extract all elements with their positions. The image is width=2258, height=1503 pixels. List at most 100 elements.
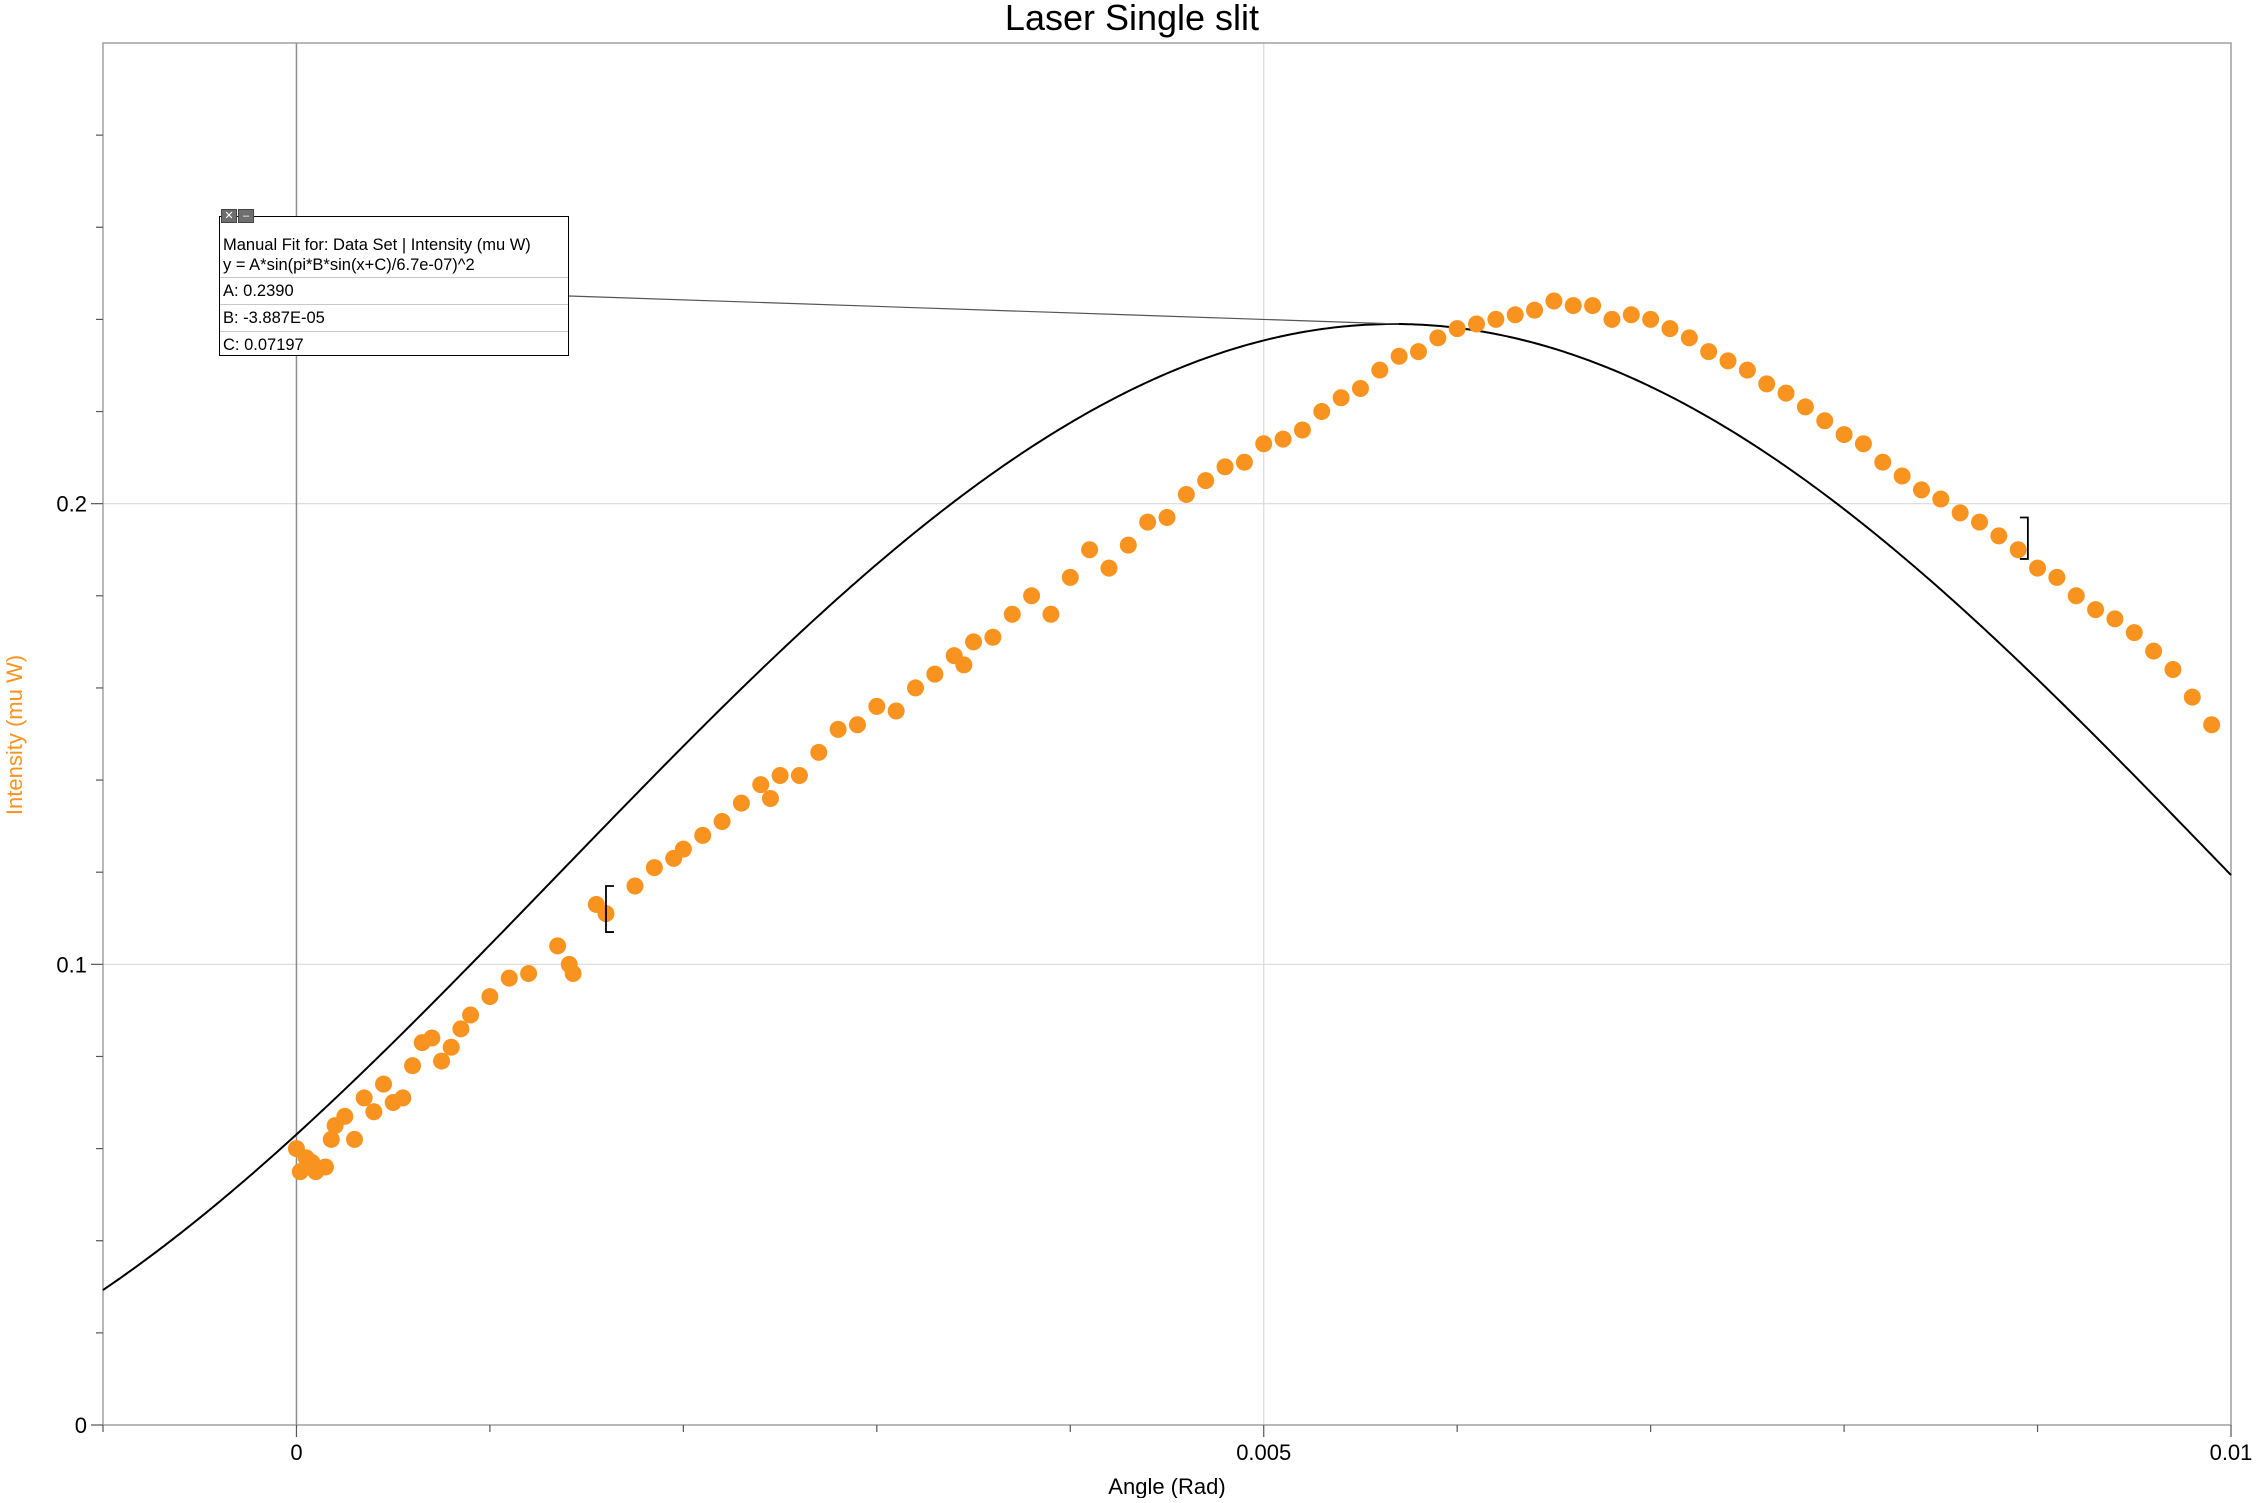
- data-point: [1255, 435, 1273, 453]
- range-bracket-left: [605, 885, 614, 933]
- data-point: [2009, 541, 2027, 559]
- x-tick-label: 0.01: [2210, 1440, 2253, 1465]
- data-point: [1796, 398, 1814, 416]
- fit-header: Manual Fit for: Data Set | Intensity (mu…: [223, 236, 531, 254]
- data-point: [1951, 504, 1969, 522]
- chart-title: Laser Single slit: [1005, 0, 1259, 38]
- data-point: [1603, 310, 1621, 328]
- data-point: [907, 679, 925, 697]
- fit-box-controls: ✕ –: [221, 209, 254, 223]
- y-tick-label: 0.2: [56, 492, 87, 517]
- data-point: [365, 1103, 383, 1121]
- range-bracket-right: [2019, 516, 2029, 560]
- data-point: [1332, 389, 1350, 407]
- data-point: [626, 877, 644, 895]
- fit-param-b: B: -3.887E-05: [223, 309, 325, 327]
- data-point: [2183, 688, 2201, 706]
- data-point: [423, 1029, 441, 1047]
- data-point: [955, 656, 973, 674]
- data-point: [2164, 661, 2182, 679]
- annotation-leader-line: [568, 295, 1400, 325]
- data-point: [848, 716, 866, 734]
- data-point: [481, 988, 499, 1006]
- data-point: [732, 794, 750, 812]
- data-point: [1448, 320, 1466, 338]
- data-point: [1758, 375, 1776, 393]
- x-axis-label: Angle (Rad): [1108, 1474, 1225, 1498]
- data-point: [1816, 412, 1834, 430]
- data-point: [1293, 421, 1311, 439]
- data-point: [462, 1006, 480, 1024]
- data-point: [1177, 485, 1195, 503]
- data-point: [336, 1107, 354, 1125]
- data-point: [394, 1089, 412, 1107]
- data-point: [1835, 426, 1853, 444]
- data-point: [433, 1052, 451, 1070]
- data-point: [2106, 610, 2124, 628]
- data-point: [1351, 380, 1369, 397]
- data-point: [1197, 472, 1215, 490]
- data-point: [1468, 315, 1486, 333]
- data-point: [1235, 453, 1253, 471]
- data-point: [1139, 513, 1157, 531]
- data-point: [1313, 403, 1331, 421]
- data-point: [1932, 490, 1950, 508]
- data-point: [1526, 301, 1544, 319]
- data-point: [355, 1089, 373, 1107]
- data-point: [984, 628, 1002, 646]
- data-point: [2145, 642, 2163, 660]
- data-point: [926, 665, 944, 683]
- data-point: [761, 789, 779, 807]
- fit-divider: [220, 277, 568, 278]
- data-point: [322, 1130, 340, 1148]
- close-icon[interactable]: ✕: [221, 209, 237, 223]
- plot-frame: [102, 42, 2232, 1426]
- data-point: [887, 702, 905, 720]
- data-point: [810, 743, 828, 761]
- manual-fit-box[interactable]: ✕ – Manual Fit for: Data Set | Intensity…: [219, 209, 569, 356]
- data-point: [1061, 568, 1079, 586]
- data-point: [520, 965, 538, 983]
- data-point: [1545, 292, 1563, 310]
- data-point: [1119, 536, 1137, 554]
- data-point: [1100, 559, 1118, 577]
- data-point: [1023, 587, 1041, 605]
- fit-equation: y = A*sin(pi*B*sin(x+C)/6.7e-07)^2: [223, 256, 475, 274]
- minimize-icon[interactable]: –: [238, 209, 254, 223]
- data-point: [790, 766, 808, 784]
- data-point: [752, 776, 770, 794]
- data-point: [868, 697, 886, 715]
- y-tick-label: 0.1: [56, 952, 87, 977]
- data-point: [549, 937, 567, 955]
- data-point: [1854, 435, 1872, 453]
- y-tick-label: 0: [75, 1413, 87, 1438]
- data-point: [1409, 343, 1427, 361]
- data-point: [645, 859, 663, 877]
- data-point: [1777, 384, 1795, 402]
- fit-param-a: A: 0.2390: [223, 282, 294, 300]
- data-point: [1971, 513, 1989, 531]
- data-point: [1719, 352, 1737, 370]
- data-point: [2067, 587, 2085, 605]
- data-point: [2087, 601, 2105, 619]
- data-point: [2203, 716, 2221, 734]
- data-point: [404, 1057, 422, 1075]
- fit-divider: [220, 331, 568, 332]
- data-point: [2029, 559, 2047, 577]
- data-point: [829, 720, 847, 738]
- data-point: [2125, 624, 2143, 642]
- data-point: [1216, 458, 1234, 476]
- data-point: [1874, 453, 1892, 471]
- data-points: [287, 292, 2221, 1181]
- data-point: [1564, 297, 1582, 315]
- data-point: [1274, 430, 1292, 448]
- data-point: [1738, 361, 1756, 379]
- x-tick-label: 0.005: [1236, 1440, 1291, 1465]
- fit-curve-layer: [102, 295, 2232, 1291]
- data-point: [1487, 310, 1505, 328]
- data-point: [442, 1038, 460, 1056]
- data-point: [771, 766, 789, 784]
- data-point: [1680, 329, 1698, 347]
